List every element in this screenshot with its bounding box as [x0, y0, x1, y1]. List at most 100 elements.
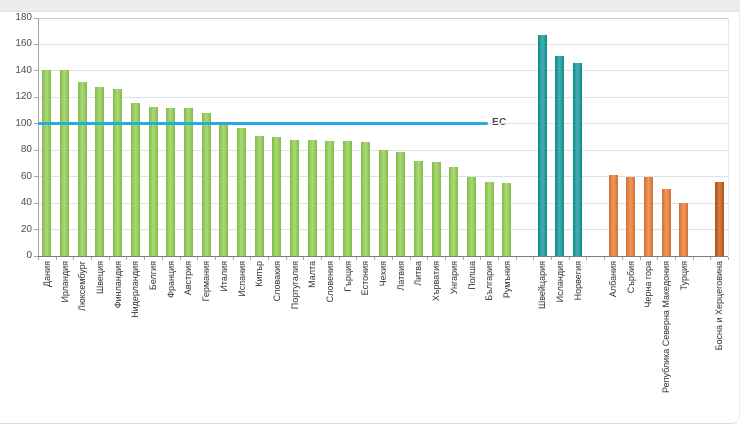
bar-eu-members — [113, 89, 123, 256]
category-label: Нидерландия — [130, 261, 141, 318]
bar-eu-members — [272, 137, 282, 256]
category-label: Естония — [360, 261, 371, 296]
category-label: Латвия — [395, 261, 406, 291]
bar-eu-members — [254, 135, 264, 256]
bar-eu-members — [290, 139, 299, 256]
category-label: Хърватия — [431, 261, 442, 302]
x-axis-tick — [604, 257, 606, 260]
category-label: Испания — [236, 261, 247, 297]
y-tick-label: 20 — [20, 223, 32, 235]
bar-potential-candidates — [714, 182, 724, 256]
gridline-160 — [38, 43, 728, 45]
bar-eu-members — [325, 141, 335, 256]
x-axis-tick — [533, 257, 535, 260]
y-tick-label: 60 — [20, 170, 32, 182]
x-axis-tick — [55, 257, 57, 260]
x-axis-tick — [515, 257, 517, 260]
x-axis-tick — [639, 257, 641, 260]
x-axis-tick — [621, 257, 623, 260]
bar-eu-members — [201, 113, 211, 256]
x-axis-tick — [728, 257, 729, 260]
category-label: Босна и Херцеговина — [714, 261, 725, 351]
bar-efta-countries — [555, 56, 565, 256]
x-axis-tick — [108, 257, 110, 260]
bar-candidate-countries — [626, 176, 636, 256]
x-axis-tick — [710, 257, 712, 260]
y-tick-label: 40 — [20, 197, 32, 209]
category-label: Сърбия — [625, 261, 636, 294]
y-axis-tick — [34, 149, 38, 151]
x-axis-tick — [197, 257, 199, 260]
bar-candidate-countries — [661, 188, 671, 256]
gridline-120 — [38, 96, 728, 98]
bar-eu-members — [130, 102, 140, 256]
bar-eu-members — [148, 106, 158, 256]
bar-eu-members — [219, 125, 229, 256]
category-label: Чехия — [378, 261, 388, 287]
y-axis-tick — [34, 96, 38, 98]
bar-eu-members — [449, 167, 459, 256]
x-axis-tick — [38, 257, 39, 260]
x-axis-tick — [73, 257, 75, 260]
category-label: Италия — [218, 261, 229, 292]
y-axis-tick — [34, 255, 38, 257]
bar-eu-members — [343, 141, 353, 256]
x-axis-tick — [321, 257, 323, 260]
bar-eu-members — [237, 127, 246, 256]
x-axis-tick — [657, 257, 659, 260]
bar-eu-members — [431, 162, 441, 256]
y-axis-tick — [34, 176, 38, 178]
bar-eu-members — [183, 107, 193, 256]
x-axis-tick — [692, 257, 694, 260]
x-axis-tick — [498, 257, 499, 260]
bar-eu-members — [396, 151, 406, 256]
category-label: Турция — [678, 261, 689, 291]
y-tick-label: 180 — [15, 12, 32, 23]
bar-eu-members — [467, 176, 476, 256]
x-axis-tick — [179, 257, 181, 260]
y-axis-tick — [34, 202, 38, 204]
y-tick-label: 0 — [26, 250, 32, 261]
x-axis-tick — [232, 257, 234, 260]
x-axis-tick — [444, 257, 446, 260]
y-axis-tick — [34, 43, 38, 45]
bar-eu-members — [378, 150, 388, 256]
category-label: Словакия — [271, 261, 282, 302]
category-label: Кипър — [254, 261, 265, 287]
x-axis-tick — [303, 257, 305, 260]
y-tick-label: 80 — [20, 144, 32, 156]
category-label: Република Северна Македония — [661, 261, 672, 394]
category-label: Швеция — [94, 261, 105, 294]
bar-efta-countries — [573, 63, 583, 256]
bar-eu-members — [484, 182, 494, 256]
x-axis-tick — [285, 257, 287, 260]
gridline-140 — [38, 70, 728, 72]
x-axis-tick — [480, 257, 482, 260]
y-tick-label: 120 — [15, 91, 32, 103]
x-axis-tick — [161, 257, 163, 260]
x-axis-tick — [338, 257, 340, 260]
category-label: България — [484, 261, 495, 301]
bar-eu-members — [60, 69, 69, 256]
category-label: Норвегия — [572, 261, 583, 301]
bar-eu-members — [360, 142, 370, 256]
x-axis-tick — [374, 257, 376, 260]
x-axis-tick — [126, 257, 128, 260]
y-axis-tick — [34, 70, 38, 72]
y-tick-label: 100 — [15, 117, 32, 129]
category-label: Гърция — [342, 261, 353, 292]
x-axis-tick — [674, 257, 676, 260]
category-label: Финландия — [112, 261, 123, 309]
x-axis-tick — [268, 257, 269, 260]
gridline-180 — [38, 17, 728, 19]
x-axis-line — [38, 256, 728, 257]
x-axis-tick — [214, 257, 216, 260]
bar-candidate-countries — [608, 175, 618, 256]
x-axis-tick — [409, 257, 411, 260]
bar-eu-members — [166, 107, 176, 256]
bar-eu-members — [413, 160, 423, 256]
y-axis-tick — [34, 229, 38, 231]
x-axis-tick — [356, 257, 358, 260]
category-label: Швейцария — [537, 261, 548, 310]
